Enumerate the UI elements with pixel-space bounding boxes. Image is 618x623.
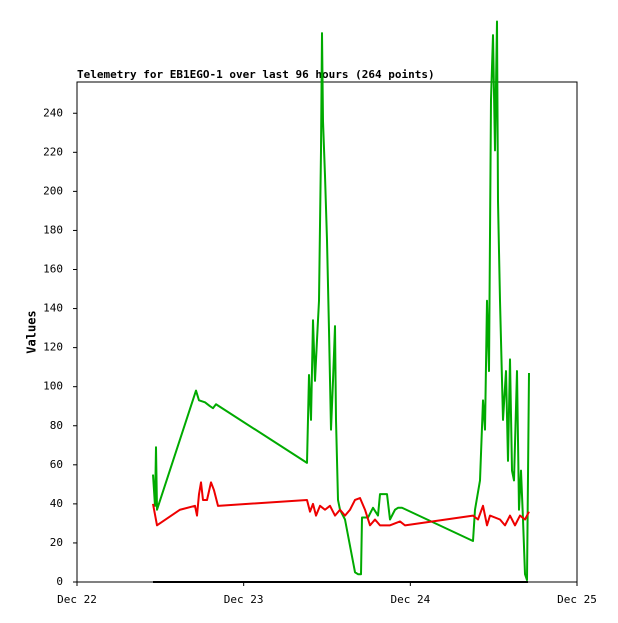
y-tick-label: 120 [43, 341, 63, 354]
y-tick-label: 200 [43, 184, 63, 197]
y-tick-label: 60 [50, 458, 63, 471]
y-tick-label: 140 [43, 302, 63, 315]
y-tick-label: 0 [56, 575, 63, 588]
y-tick-label: 180 [43, 223, 63, 236]
y-axis-label: Values [25, 310, 39, 353]
y-tick-label: 40 [50, 497, 63, 510]
y-tick-label: 160 [43, 263, 63, 276]
line [152, 20, 530, 582]
y-tick-label: 220 [43, 145, 63, 158]
line [152, 481, 530, 527]
y-tick-label: 20 [50, 536, 63, 549]
x-tick-label: Dec 23 [224, 593, 264, 606]
chart-title: Telemetry for EB1EGO-1 over last 96 hour… [77, 68, 435, 81]
x-tick-label: Dec 22 [57, 593, 97, 606]
y-tick-label: 80 [50, 419, 63, 432]
x-tick-label: Dec 24 [390, 593, 430, 606]
y-tick-label: 100 [43, 380, 63, 393]
x-tick-label: Dec 25 [557, 593, 597, 606]
y-tick-label: 240 [43, 106, 63, 119]
